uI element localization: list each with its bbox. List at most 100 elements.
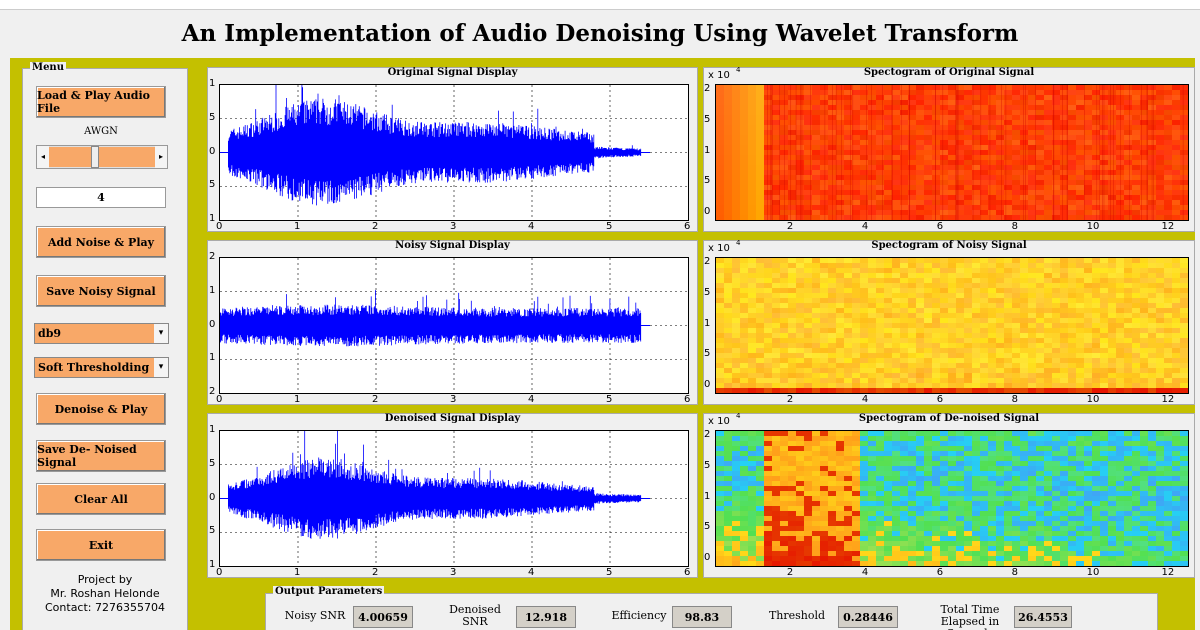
spectrogram-cell	[1156, 451, 1164, 456]
spectrogram-cell	[1084, 100, 1092, 105]
spectrogram-cell	[948, 541, 956, 546]
spectrogram-cell	[1068, 258, 1076, 263]
spectrogram-cell	[1028, 313, 1036, 318]
button[interactable]: Save Noisy Signal	[36, 275, 166, 307]
spectrogram-cell	[764, 481, 772, 486]
spectrogram-cell	[932, 190, 940, 195]
spectrogram-cell	[748, 338, 756, 343]
spectrogram-cell	[1012, 506, 1020, 511]
dropdown-arrow[interactable]: ▾	[154, 324, 168, 343]
spectrogram-cell	[764, 363, 772, 368]
spectrogram-cell	[1044, 451, 1052, 456]
spectrogram-cell	[716, 531, 724, 536]
spectrogram-cell	[980, 288, 988, 293]
spectrogram-cell	[1028, 140, 1036, 145]
spectrogram-cell	[956, 150, 964, 155]
spectrogram-cell	[812, 100, 820, 105]
spectrogram-cell	[900, 100, 908, 105]
spectrogram-cell	[900, 185, 908, 190]
spectrogram-cell	[1044, 348, 1052, 353]
spectrogram-cell	[996, 556, 1004, 561]
spectrogram-cell	[804, 200, 812, 205]
noise-edit-box[interactable]: 4	[36, 187, 166, 208]
spectrogram-cell	[1116, 338, 1124, 343]
slider-thumb[interactable]	[91, 146, 99, 168]
spectrogram-cell	[988, 358, 996, 363]
spectrogram-cell	[1068, 526, 1076, 531]
spectrogram-cell	[924, 546, 932, 551]
button[interactable]: Save De- Noised Signal	[36, 440, 166, 472]
spectrogram-cell	[956, 85, 964, 90]
spectrogram-cell	[836, 348, 844, 353]
spectrogram-cell	[1004, 363, 1012, 368]
spectrogram-cell	[796, 383, 804, 388]
spectrogram-cell	[1004, 546, 1012, 551]
spectrogram-cell	[1052, 170, 1060, 175]
spectrogram-cell	[1172, 451, 1180, 456]
button[interactable]: Denoise & Play	[36, 393, 166, 425]
dropdown-arrow[interactable]: ▾	[154, 358, 168, 377]
spectrogram-cell	[836, 120, 844, 125]
spectrogram-cell	[884, 100, 892, 105]
popup-menu[interactable]: Soft Thresholding ▾	[34, 357, 169, 378]
spectrogram-cell	[1092, 175, 1100, 180]
spectrogram-cell	[1044, 90, 1052, 95]
spectrogram-cell	[740, 526, 748, 531]
spectrogram-cell	[980, 205, 988, 210]
slider-right-arrow[interactable]: ▸	[155, 146, 167, 168]
spectrogram-cell	[844, 388, 852, 393]
popup-menu[interactable]: db9 ▾	[34, 323, 169, 344]
spectrogram-cell	[1156, 436, 1164, 441]
spectrogram-cell	[1092, 353, 1100, 358]
spectrogram-cell	[980, 531, 988, 536]
spectrogram-cell	[1020, 486, 1028, 491]
spectrogram-cell	[1156, 308, 1164, 313]
awgn-slider[interactable]: ◂ ▸	[36, 145, 168, 169]
spectrogram-cell	[820, 258, 828, 263]
spectrogram-cell	[1164, 431, 1172, 436]
spectrogram-cell	[892, 308, 900, 313]
spectrogram-cell	[820, 441, 828, 446]
button[interactable]: Load & Play Audio File	[36, 86, 166, 118]
button[interactable]: Exit	[36, 529, 166, 561]
spectrogram-cell	[812, 298, 820, 303]
spectrogram-cell	[1052, 373, 1060, 378]
spectrogram-cell	[1148, 501, 1156, 506]
spectrogram-cell	[796, 145, 804, 150]
spectrogram-cell	[1060, 343, 1068, 348]
button[interactable]: Clear All	[36, 483, 166, 515]
spectrogram-cell	[1012, 263, 1020, 268]
spectrogram-cell	[1092, 556, 1100, 561]
spectrogram-cell	[1036, 278, 1044, 283]
slider-left-arrow[interactable]: ◂	[37, 146, 49, 168]
spectrogram-cell	[916, 165, 924, 170]
spectrogram-cell	[716, 90, 724, 95]
spectrogram-cell	[948, 486, 956, 491]
y-tick-label: 5	[704, 286, 711, 298]
spectrogram-cell	[868, 100, 876, 105]
spectrogram-cell	[852, 378, 860, 383]
spectrogram-cell	[892, 120, 900, 125]
spectrogram-cell	[1164, 531, 1172, 536]
spectrogram-cell	[988, 150, 996, 155]
spectrogram-cell	[1156, 358, 1164, 363]
spectrogram-cell	[1100, 476, 1108, 481]
spectrogram-cell	[980, 313, 988, 318]
spectrogram-cell	[1052, 200, 1060, 205]
slider-label: AWGN	[84, 126, 118, 137]
spectrogram-cell	[724, 441, 732, 446]
spectrogram-cell	[988, 471, 996, 476]
spectrogram-cell	[764, 318, 772, 323]
spectrogram-cell	[724, 90, 732, 95]
spectrogram-cell	[1180, 561, 1188, 566]
spectrogram-cell	[1140, 353, 1148, 358]
spectrogram-cell	[732, 155, 740, 160]
button[interactable]: Add Noise & Play	[36, 226, 166, 258]
spectrogram-cell	[1108, 541, 1116, 546]
spectrogram-cell	[836, 556, 844, 561]
spectrogram-cell	[996, 491, 1004, 496]
spectrogram-cell	[1036, 303, 1044, 308]
spectrogram-cell	[876, 105, 884, 110]
spectrogram-cell	[1108, 150, 1116, 155]
spectrogram-cell	[876, 561, 884, 566]
